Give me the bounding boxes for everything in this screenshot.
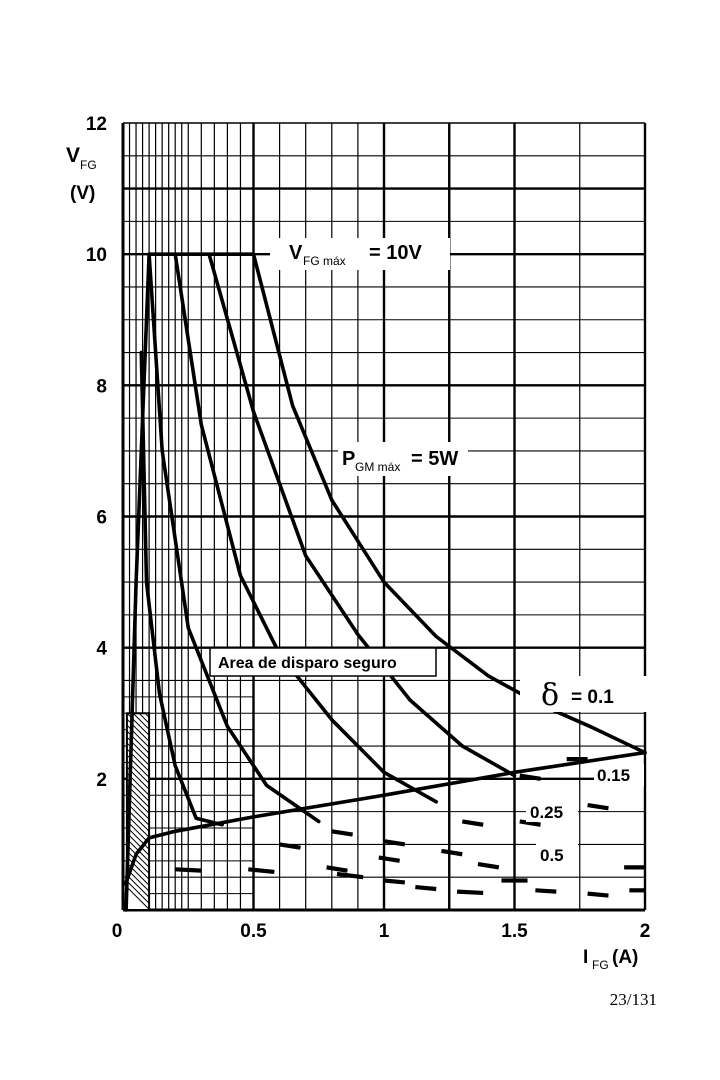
tick-labels: 2 4 6 8 10 12 0 0.5 1 1.5 2	[86, 114, 650, 942]
x-tick-label: 2	[640, 921, 651, 942]
series-line	[207, 252, 517, 778]
hatch-line	[126, 886, 150, 910]
dash-segment	[383, 839, 406, 847]
dash-segment	[279, 842, 301, 850]
vfg-max-symbol: V	[289, 242, 303, 264]
vfg-max-value: = 10V	[369, 242, 422, 264]
dash-segment	[248, 867, 275, 875]
dash-segment	[587, 802, 609, 811]
y-tick-label: 10	[86, 245, 107, 266]
pgm-max-label-bg	[338, 442, 468, 476]
duty-label-05: 0.5	[540, 846, 564, 865]
hatch-line	[126, 880, 150, 904]
delta-symbol: δ	[541, 678, 559, 713]
dash-segment	[383, 878, 406, 885]
dash-segment	[336, 871, 364, 880]
y-tick-label: 12	[86, 114, 107, 135]
dashed-curves	[175, 757, 645, 898]
x-tick-label: 1.5	[501, 921, 528, 942]
dash-segment	[441, 848, 463, 857]
d025-label-bg	[526, 800, 578, 822]
y-tick-label: 2	[96, 770, 107, 791]
vfg-max-label-bg	[270, 238, 450, 270]
dash-segment	[331, 829, 354, 837]
vfg-max-subscript: FG máx	[303, 254, 346, 268]
pgm-max-subscript: GM máx	[355, 460, 400, 474]
dash-segment	[587, 891, 609, 898]
x-axis-unit: (A)	[612, 947, 638, 968]
x-tick-label: 0	[112, 921, 123, 942]
x-tick-label: 0.5	[240, 921, 267, 942]
dash-segment	[477, 862, 500, 870]
dash-segment	[519, 773, 541, 781]
y-tick-label: 6	[96, 508, 107, 529]
duty-label-015: 0.15	[597, 766, 630, 785]
hatch-line	[126, 826, 150, 850]
duty-label-025: 0.25	[530, 803, 563, 822]
series-line	[123, 750, 647, 886]
delta-value: = 0.1	[571, 687, 614, 708]
hatch-line	[132, 713, 150, 730]
pgm-max-value: = 5W	[411, 448, 458, 470]
x-axis-subscript: FG	[592, 958, 609, 972]
y-tick-label: 8	[96, 376, 107, 397]
y-tick-label: 4	[96, 639, 107, 660]
series-line	[251, 252, 647, 755]
hatch-line	[126, 820, 150, 844]
hatch-line	[126, 874, 150, 898]
hatch-line	[144, 713, 150, 718]
dash-segment	[456, 889, 484, 896]
dash-segment	[535, 888, 557, 894]
annotations: V FG (V) I FG (A) V FG máx = 10V P GM má…	[66, 144, 648, 972]
delta-label-bg	[520, 676, 648, 712]
series-line	[139, 350, 224, 827]
hatch-line	[126, 832, 150, 856]
d05-label-bg	[536, 843, 578, 865]
dash-segment	[415, 884, 437, 892]
dash-segment	[378, 855, 400, 863]
safe-area-label: Area de disparo seguro	[218, 655, 397, 672]
dash-segment	[326, 865, 348, 873]
x-tick-label: 1	[379, 921, 390, 942]
hatch-line	[138, 713, 150, 724]
y-axis-subscript: FG	[80, 158, 97, 172]
dash-segment	[175, 867, 202, 873]
pgm-max-symbol: P	[342, 448, 355, 470]
page-number: 23/131	[609, 990, 657, 1009]
y-axis-symbol: V	[66, 144, 80, 167]
dash-segment	[461, 819, 484, 827]
y-axis-unit: (V)	[70, 183, 95, 204]
hatch-line	[126, 844, 150, 868]
x-axis-symbol: I	[583, 947, 588, 968]
dash-segment	[519, 819, 541, 827]
safe-area-label-bg	[209, 647, 437, 677]
series-line	[147, 252, 321, 824]
hatch-line	[126, 856, 150, 880]
d015-label-bg	[594, 764, 644, 786]
hatch-line	[126, 850, 150, 874]
curves	[123, 252, 647, 912]
